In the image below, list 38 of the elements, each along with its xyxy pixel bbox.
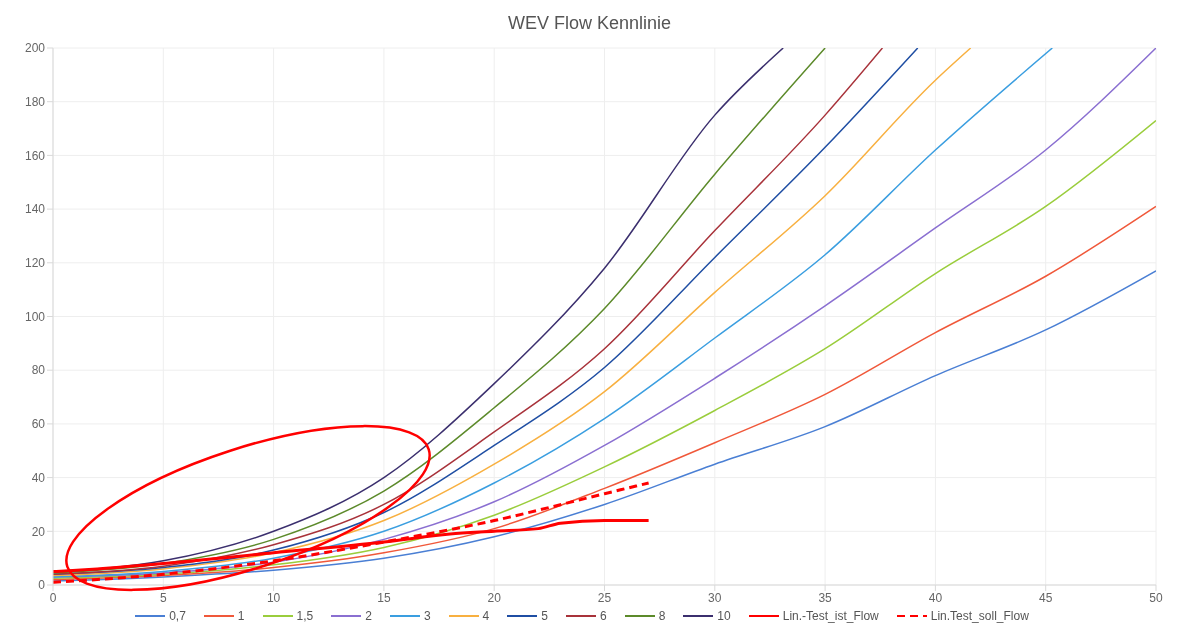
legend-label: 10 <box>717 609 731 623</box>
legend-label: Lin.Test_soll_Flow <box>930 609 1029 623</box>
x-tick-label: 10 <box>266 590 281 605</box>
y-tick-label: 120 <box>24 256 46 271</box>
y-tick-label: 40 <box>31 470 46 485</box>
legend-label: 5 <box>541 609 548 623</box>
chart-title: WEV Flow Kennlinie <box>506 12 673 35</box>
y-tick-label: 200 <box>24 41 46 56</box>
y-tick-label: 160 <box>24 148 46 163</box>
x-tick-label: 40 <box>928 590 943 605</box>
y-tick-label: 100 <box>24 309 46 324</box>
legend-label: 1 <box>237 609 245 623</box>
x-tick-label: 45 <box>1039 590 1053 605</box>
y-tick-label: 180 <box>24 94 46 109</box>
legend-label: 8 <box>658 609 666 623</box>
x-tick-label: 15 <box>377 590 391 605</box>
legend-label: 6 <box>599 609 607 623</box>
x-tick-label: 35 <box>818 590 833 605</box>
x-tick-label: 20 <box>487 590 502 605</box>
legend-label: 1,5 <box>296 609 314 623</box>
legend-label: 0,7 <box>169 609 186 623</box>
line-series <box>53 270 1156 582</box>
legend-label: 4 <box>482 609 490 623</box>
legend-label: Lin.-Test_ist_Flow <box>782 609 879 623</box>
y-tick-label: 60 <box>31 417 46 432</box>
y-tick-label: 0 <box>38 578 46 593</box>
y-tick-label: 140 <box>24 202 46 217</box>
x-tick-label: 30 <box>708 590 722 605</box>
line-series <box>53 205 1156 581</box>
y-tick-label: 20 <box>31 524 46 539</box>
x-tick-label: 5 <box>159 590 167 605</box>
x-tick-label: 50 <box>1149 590 1163 605</box>
legend-label: 3 <box>423 609 431 623</box>
y-tick-label: 80 <box>31 363 46 378</box>
legend-label: 2 <box>365 609 372 623</box>
x-tick-label: 25 <box>597 590 612 605</box>
x-tick-label: 0 <box>49 590 57 605</box>
line-series <box>53 481 651 584</box>
